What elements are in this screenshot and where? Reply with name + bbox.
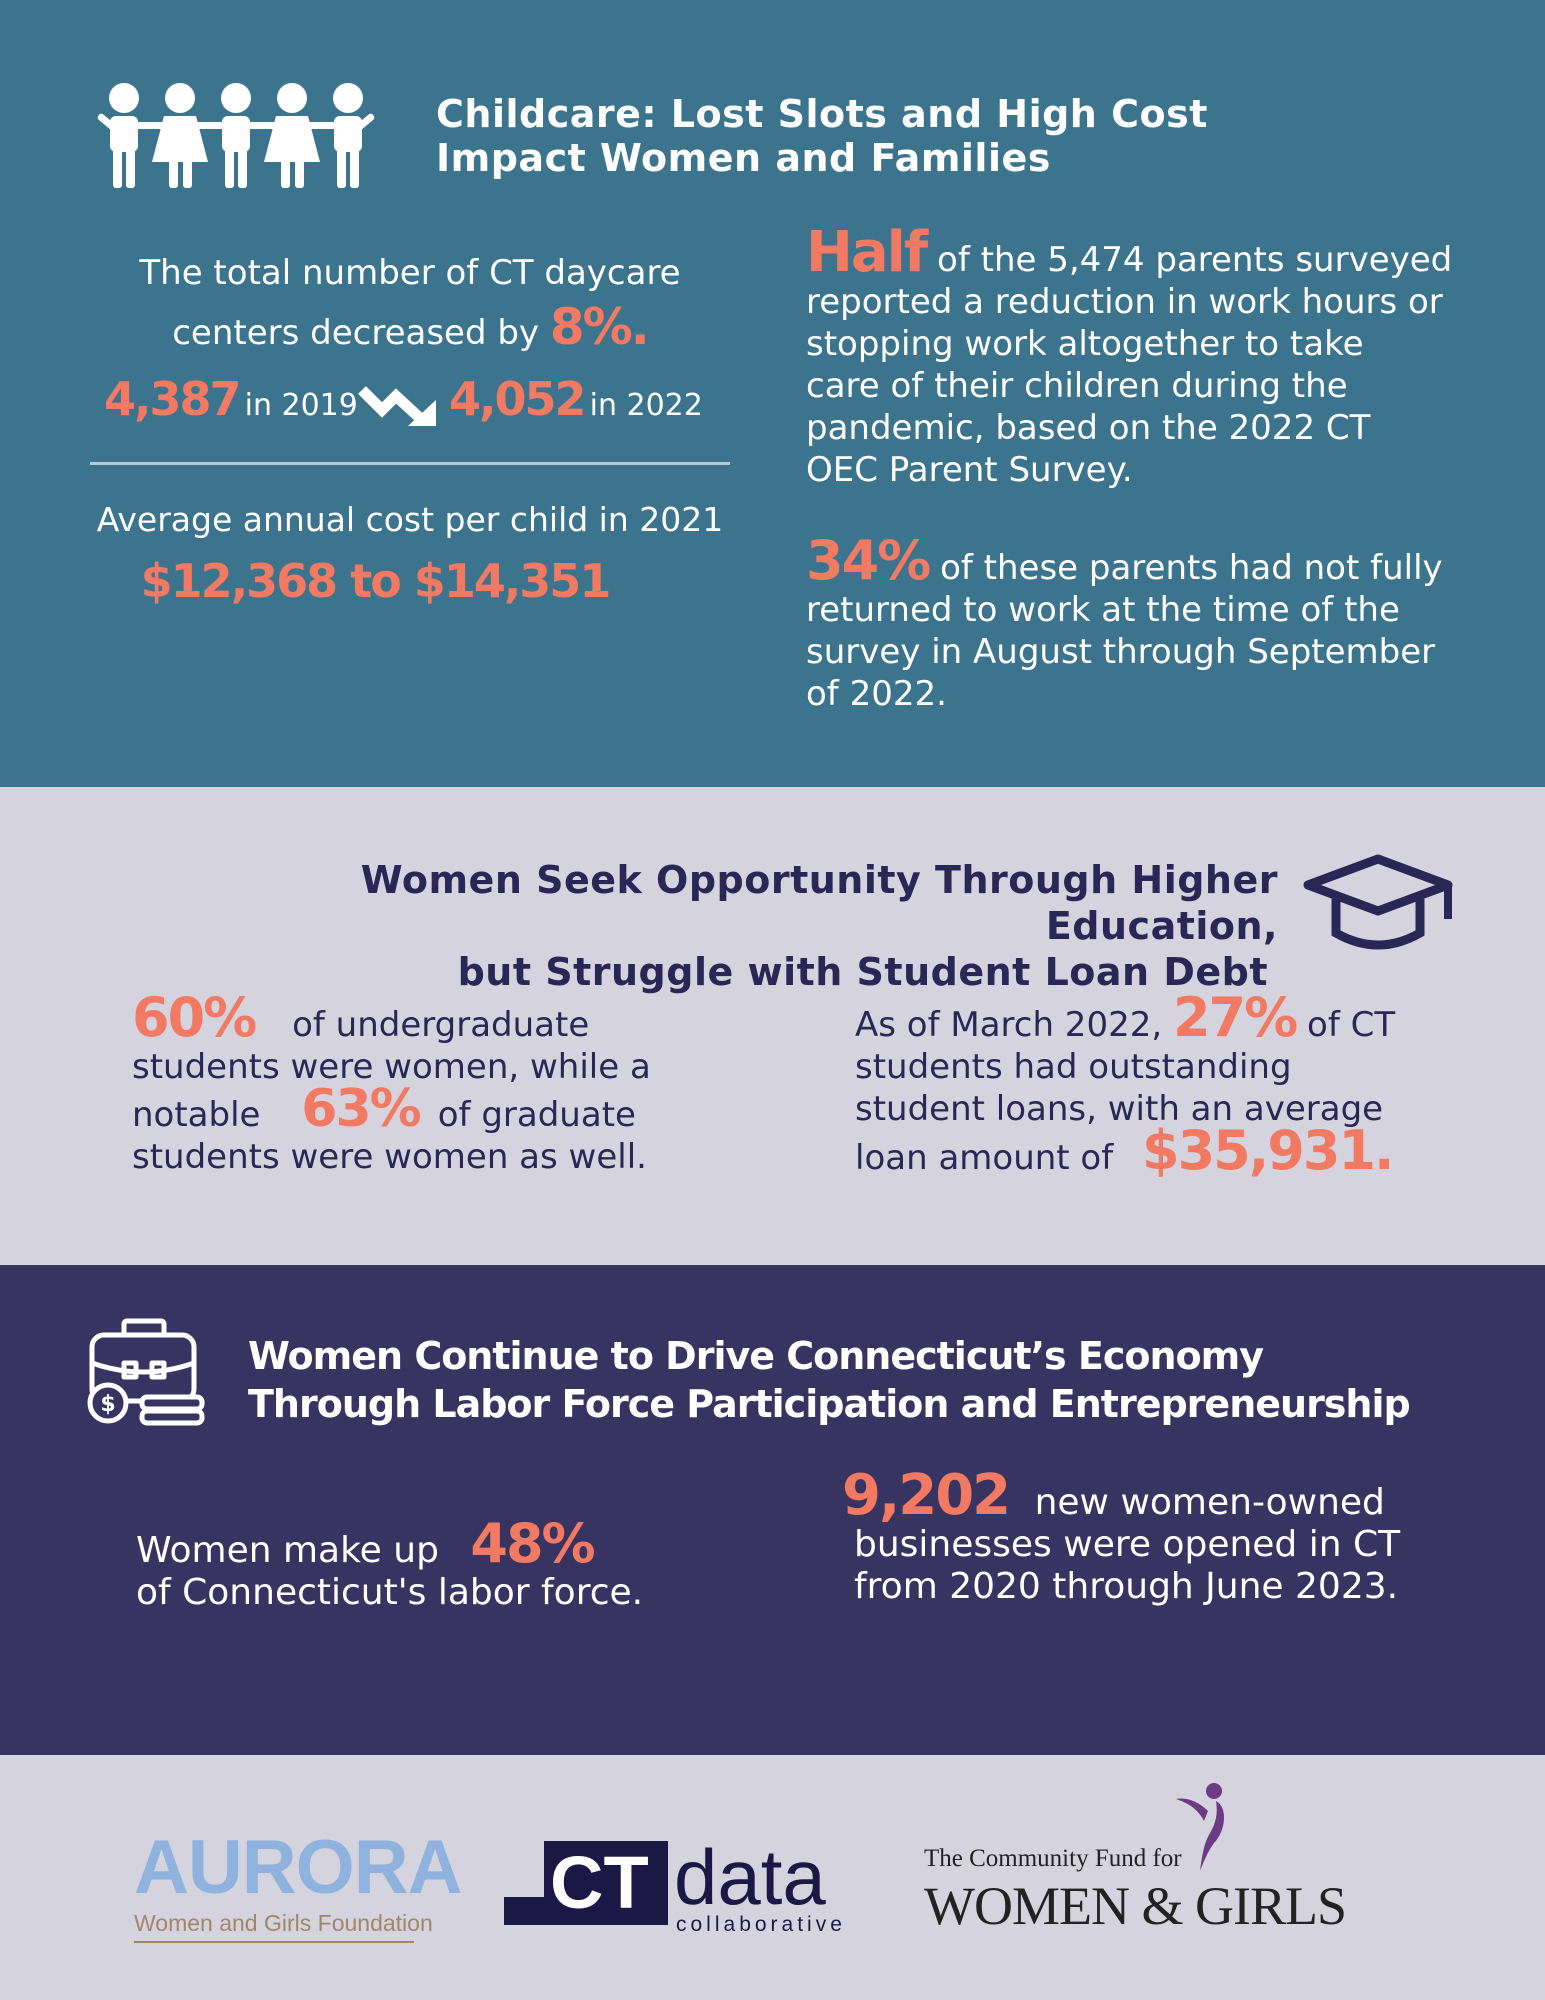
partner-logos: AURORA Women and Girls Foundation CT dat… — [0, 1755, 1545, 2000]
loan-amount: $35,931. — [1142, 1119, 1394, 1182]
count-2022: 4,052 — [449, 372, 587, 426]
education-section: Women Seek Opportunity Through Higher Ed… — [0, 787, 1545, 1265]
briefcase-money-icon: $ — [87, 1318, 205, 1426]
cost-label: Average annual cost per child in 2021 — [96, 500, 724, 539]
economy-section: $ Women Continue to Drive Connecticut’s … — [0, 1265, 1545, 1755]
pct-60: 60% — [132, 986, 257, 1049]
graduation-cap-icon — [1303, 854, 1453, 950]
figure-logo-icon — [1176, 1783, 1225, 1871]
aurora-underline — [134, 1941, 414, 1943]
daycare-decrease-pct: 8%. — [549, 298, 650, 356]
half-word: Half — [806, 220, 928, 285]
economy-title: Women Continue to Drive Connecticut’s Ec… — [248, 1334, 1411, 1426]
pct-48: 48% — [470, 1512, 595, 1575]
half-parents-text: Half of the 5,474 parents surveyed repor… — [806, 220, 1453, 491]
ctdata-logo: CT data collaborative — [504, 1837, 864, 1941]
pct-27: 27% — [1172, 986, 1298, 1049]
labor-force-text: Women make up 48% of Connecticut's labor… — [136, 1512, 644, 1614]
not-returned-text: 34% of these parents had not fully retur… — [806, 529, 1443, 715]
svg-text:$: $ — [100, 1392, 115, 1417]
daycare-count-row-2022: 4,052 in 2022 — [449, 372, 703, 426]
childcare-title: Childcare: Lost Slots and High Cost Impa… — [436, 92, 1208, 180]
undergrad-text: 60% of undergraduate students were women… — [132, 986, 651, 1178]
ctdata-mark-base — [504, 1897, 544, 1925]
cfwg-logo: The Community Fund for WOMEN & GIRLS — [924, 1781, 1404, 1936]
daycare-count-row: 4,387 in 2019 — [104, 372, 358, 426]
people-icon — [97, 83, 375, 188]
women-businesses-text: 9,202 new women-owned businesses were op… — [842, 1463, 1401, 1608]
ctdata-mark — [544, 1841, 668, 1925]
daycare-decrease-text: The total number of CT daycare centers d… — [139, 253, 681, 356]
pct-63: 63% — [301, 1079, 421, 1139]
divider — [90, 462, 730, 465]
student-loan-text: As of March 2022, 27% of CT students had… — [855, 986, 1396, 1182]
count-2019: 4,387 — [104, 372, 242, 426]
aurora-logo: AURORA Women and Girls Foundation — [134, 1830, 463, 1943]
arrow-down-icon — [358, 386, 436, 426]
childcare-section: Childcare: Lost Slots and High Cost Impa… — [0, 0, 1545, 787]
businesses-count: 9,202 — [842, 1463, 1011, 1528]
education-title: Women Seek Opportunity Through Higher Ed… — [360, 858, 1278, 994]
cost-range: $12,368 to $14,351 — [140, 554, 612, 608]
pct-34: 34% — [806, 529, 931, 592]
